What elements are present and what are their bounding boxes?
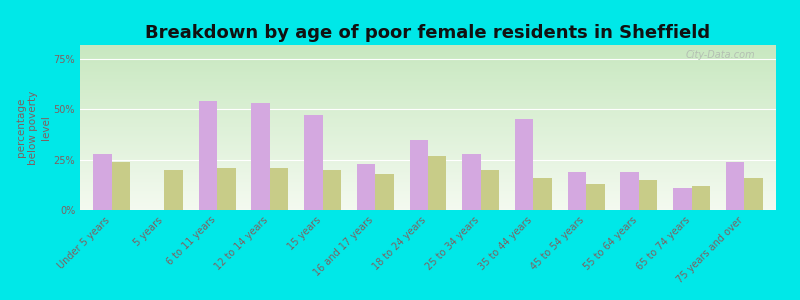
Bar — [639, 180, 658, 210]
Bar — [534, 178, 552, 210]
Bar — [726, 162, 744, 210]
Bar — [217, 168, 235, 210]
Bar — [112, 162, 130, 210]
Bar — [270, 168, 288, 210]
Bar — [692, 186, 710, 210]
Bar — [198, 101, 217, 210]
Title: Breakdown by age of poor female residents in Sheffield: Breakdown by age of poor female resident… — [146, 24, 710, 42]
Bar — [164, 170, 183, 210]
Text: City-Data.com: City-Data.com — [686, 50, 755, 60]
Bar — [568, 172, 586, 210]
Bar — [322, 170, 341, 210]
Bar — [251, 103, 270, 210]
Bar — [304, 116, 322, 210]
Bar — [481, 170, 499, 210]
Bar — [462, 154, 481, 210]
Bar — [515, 119, 534, 210]
Bar — [93, 154, 112, 210]
Bar — [621, 172, 639, 210]
Y-axis label: percentage
below poverty
level: percentage below poverty level — [16, 90, 50, 165]
Bar — [744, 178, 763, 210]
Bar — [375, 174, 394, 210]
Bar — [428, 156, 446, 210]
Bar — [410, 140, 428, 210]
Bar — [673, 188, 692, 210]
Bar — [586, 184, 605, 210]
Bar — [357, 164, 375, 210]
